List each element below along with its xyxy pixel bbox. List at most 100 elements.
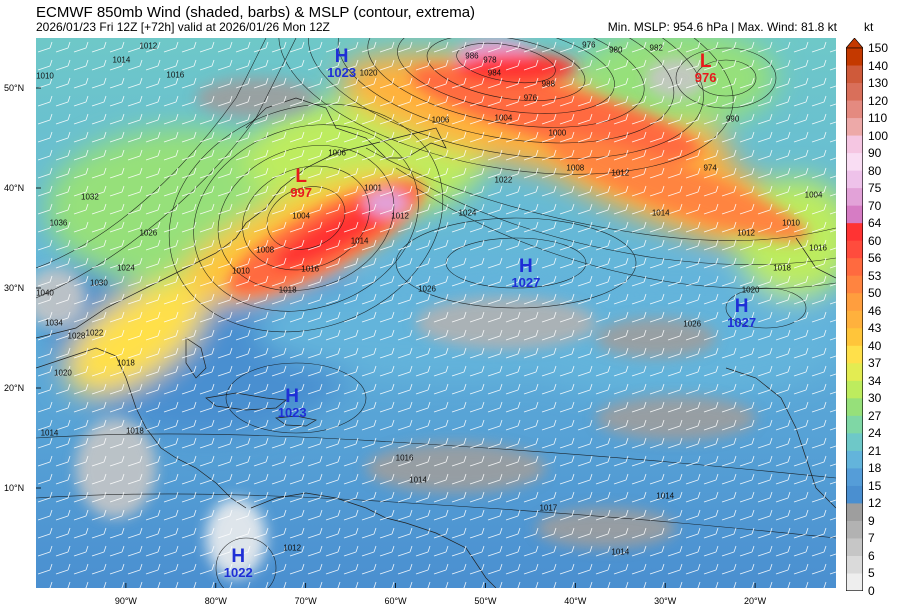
isobar-label: 1014 xyxy=(40,428,59,438)
colorbar-swatch xyxy=(846,135,863,154)
isobar-label: 1004 xyxy=(292,211,311,221)
colorbar-tick-label: 64 xyxy=(868,216,882,231)
isobar-label: 1006 xyxy=(328,148,347,158)
isobar-label: 988 xyxy=(541,79,556,89)
colorbar-swatch xyxy=(846,65,863,84)
isobar-label: 1032 xyxy=(81,192,99,202)
isobar-label: 1016 xyxy=(166,70,185,80)
colorbar-swatch xyxy=(846,485,863,504)
pressure-center-value: 1027 xyxy=(511,275,541,290)
pressure-center-value: 1023 xyxy=(277,405,307,420)
isobar-label: 1028 xyxy=(67,331,86,341)
wind-barbs xyxy=(36,38,836,588)
min-max-stats: Min. MSLP: 954.6 hPa | Max. Wind: 81.8 k… xyxy=(607,20,837,34)
lat-label: 10°N xyxy=(4,483,25,493)
isobar-label: 986 xyxy=(465,51,479,61)
lat-label: 50°N xyxy=(4,83,25,93)
colorbar-swatch xyxy=(846,503,863,522)
colorbar-tick-label: 30 xyxy=(868,391,882,406)
pressure-center-letter: H xyxy=(519,256,533,277)
graticule xyxy=(36,87,756,588)
isobar-label: 1020 xyxy=(54,368,72,378)
colorbar-swatches xyxy=(845,37,864,592)
isobar-label: 1020 xyxy=(741,285,760,295)
colorbar-swatch xyxy=(846,48,863,67)
colorbar-tick-label: 37 xyxy=(868,356,882,371)
pressure-center-letter: H xyxy=(334,46,349,67)
colorbar-swatch xyxy=(846,433,863,452)
colorbar-swatch xyxy=(846,345,863,364)
colorbar-extend-arrow xyxy=(845,37,864,49)
lon-label: 80°W xyxy=(204,596,227,606)
colorbar-swatch xyxy=(846,520,863,539)
pressure-center-value: 1022 xyxy=(223,565,253,580)
high-pressure-center: H 1027 xyxy=(727,297,756,329)
isobar-label: 1016 xyxy=(809,243,827,253)
colorbar-tick-label: 50 xyxy=(868,286,882,301)
isobar-label: 1004 xyxy=(494,113,513,123)
isobar-label: 1010 xyxy=(232,266,250,276)
chart-title: ECMWF 850mb Wind (shaded, barbs) & MSLP … xyxy=(36,4,476,21)
isobar-label: 1008 xyxy=(256,245,275,255)
high-pressure-center: H 1023 xyxy=(327,47,356,79)
lon-label: 20°W xyxy=(744,596,767,606)
pressure-center-value: 997 xyxy=(290,185,313,200)
colorbar-unit: kt xyxy=(864,20,874,34)
isobar-label: 976 xyxy=(582,40,596,50)
isobar-label: 1040 xyxy=(36,288,54,298)
colorbar-swatch xyxy=(846,398,863,417)
colorbar-tick-label: 60 xyxy=(868,233,882,248)
colorbar-tick-label: 7 xyxy=(868,531,875,546)
isobar-label: 1008 xyxy=(566,163,585,173)
colorbar-tick-label: 43 xyxy=(868,321,882,336)
isobar-label: 1018 xyxy=(278,285,297,295)
low-pressure-center: L 997 xyxy=(290,167,312,199)
colorbar-swatch xyxy=(846,188,863,207)
high-pressure-center: H 1023 xyxy=(278,387,307,419)
colorbar-border xyxy=(846,47,863,592)
isobar-label: 984 xyxy=(487,68,502,78)
lon-label: 60°W xyxy=(384,596,407,606)
isobar-label: 1026 xyxy=(683,319,702,329)
colorbar-swatch xyxy=(846,223,863,242)
weather-map[interactable] xyxy=(36,38,836,588)
isobar-label: 1020 xyxy=(359,68,378,78)
pressure-center-letter: L xyxy=(295,166,307,187)
colorbar-swatch xyxy=(846,205,863,224)
colorbar-tick-label: 5 xyxy=(868,566,875,581)
lat-label: 30°N xyxy=(4,283,25,293)
lat-label: 20°N xyxy=(4,383,25,393)
lon-label: 40°W xyxy=(564,596,587,606)
lon-label: 50°W xyxy=(474,596,497,606)
colorbar-swatch xyxy=(846,170,863,189)
colorbar-tick-label: 150 xyxy=(868,41,889,55)
pressure-center-letter: H xyxy=(734,296,749,317)
colorbar-swatch xyxy=(846,363,863,382)
isobar-label: 1014 xyxy=(409,475,427,485)
isobar-label: 1026 xyxy=(418,284,436,294)
isobar-label: 1022 xyxy=(85,328,104,338)
colorbar-tick-label: 9 xyxy=(868,513,875,528)
colorbar-tick-label: 75 xyxy=(868,181,882,196)
isobar-label: 1012 xyxy=(283,543,302,553)
colorbar-swatch xyxy=(846,153,863,172)
colorbar-tick-label: 100 xyxy=(868,128,889,143)
colorbar-swatch xyxy=(846,415,863,434)
colorbar-tick-label: 27 xyxy=(868,408,882,423)
isobar-label: 980 xyxy=(609,45,623,55)
colorbar-tick-label: 24 xyxy=(868,426,882,441)
colorbar-tick-label: 80 xyxy=(868,163,882,178)
colorbar-swatch xyxy=(846,118,863,137)
pressure-center-letter: H xyxy=(231,546,246,567)
isobar-label: 1014 xyxy=(656,491,675,501)
isobar-label: 1012 xyxy=(611,168,630,178)
isobar-label: 974 xyxy=(703,163,717,173)
colorbar-tick-label: 70 xyxy=(868,198,882,213)
colorbar-swatch xyxy=(846,573,863,592)
isobar-label: 1010 xyxy=(36,71,54,81)
colorbar-swatch xyxy=(846,310,863,329)
pressure-center-value: 1023 xyxy=(327,65,357,80)
isobar-label: 978 xyxy=(483,55,497,65)
isobar-label: 1001 xyxy=(364,183,382,193)
lat-label: 40°N xyxy=(4,183,25,193)
